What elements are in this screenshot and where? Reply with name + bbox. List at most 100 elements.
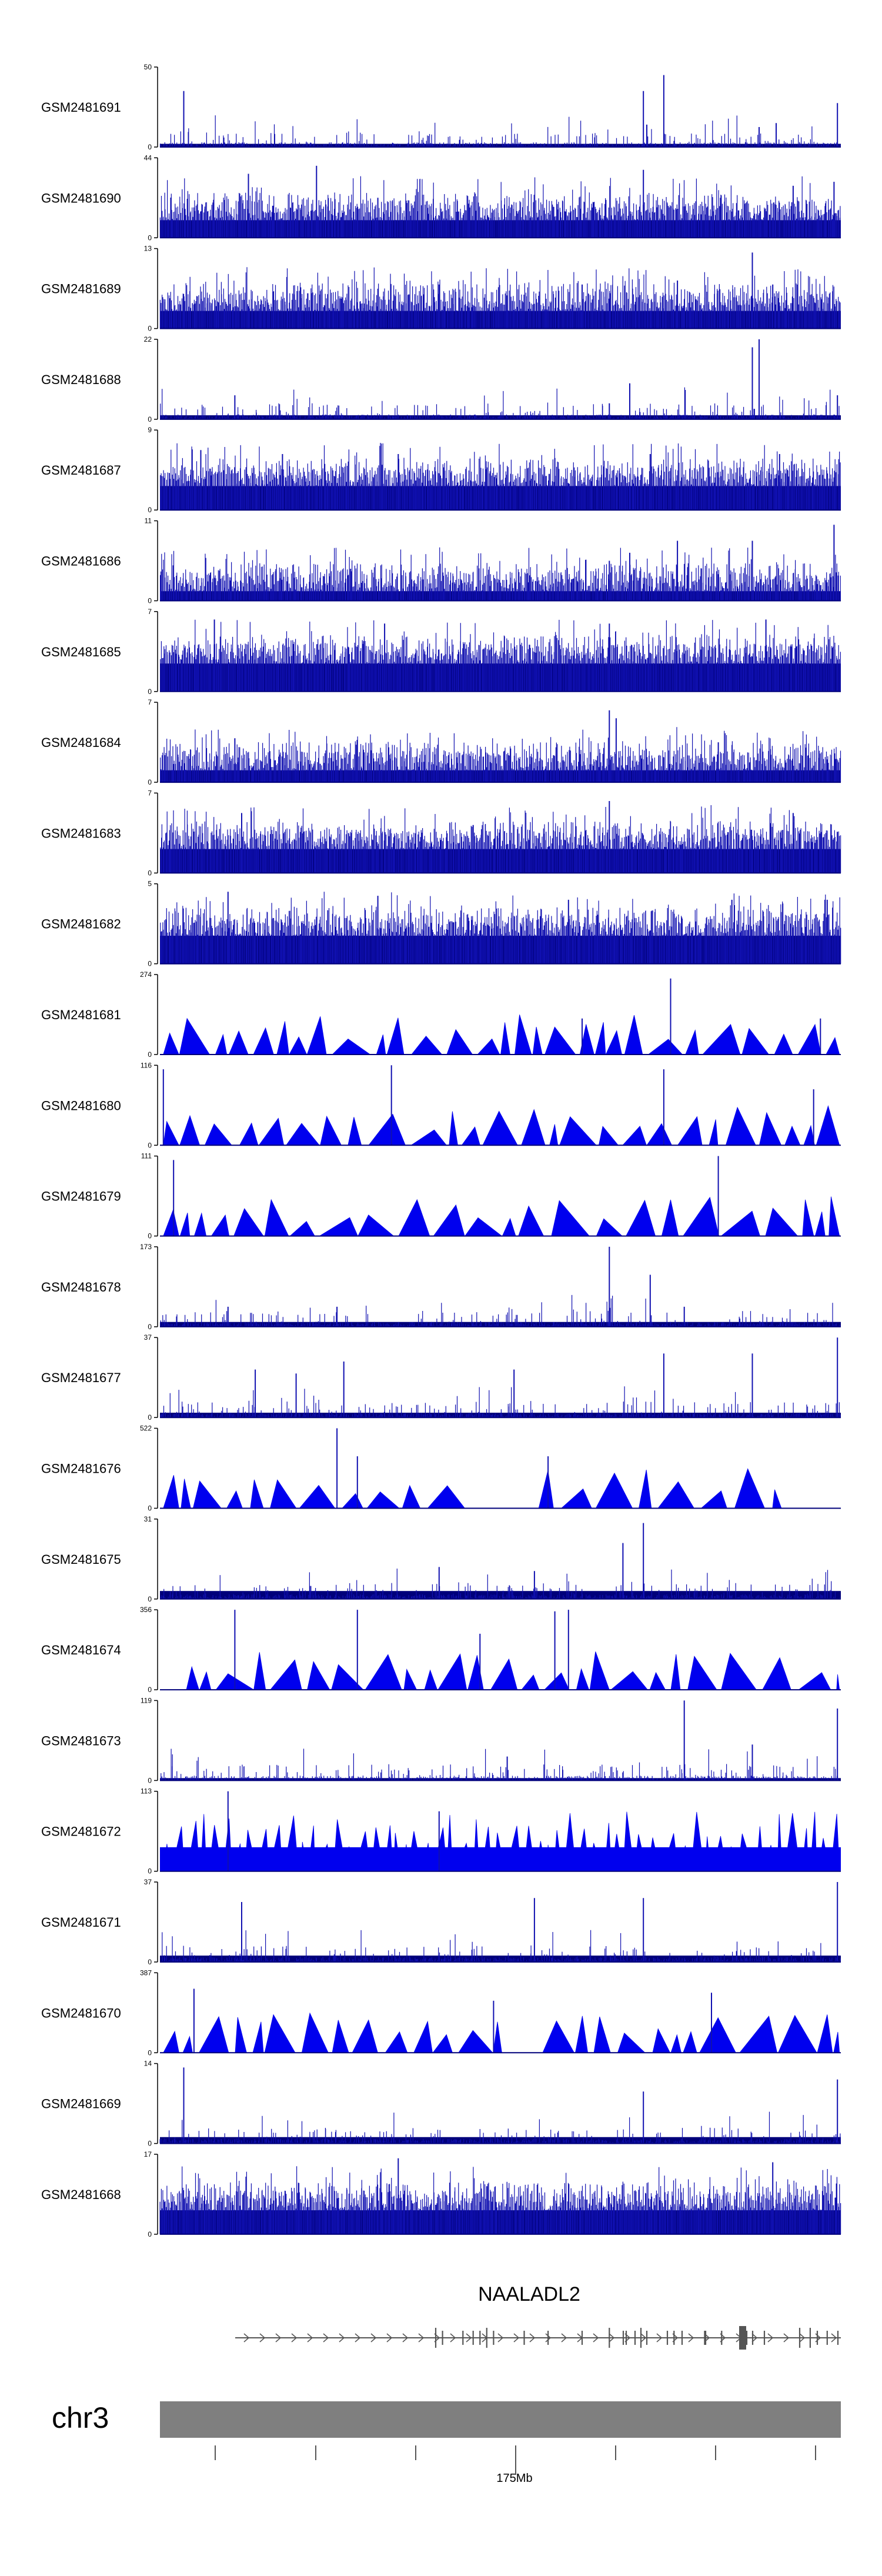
coverage-area xyxy=(163,1811,840,1872)
track-GSM2481681: GSM2481681 274 0 xyxy=(41,970,841,1059)
track-label: GSM2481678 xyxy=(41,1280,121,1294)
track-GSM2481689: GSM2481689 13 0 xyxy=(41,245,841,333)
y-tick-label-max: 14 xyxy=(144,2060,152,2068)
coverage-peaks xyxy=(227,1246,685,1327)
coverage-area xyxy=(163,1105,840,1146)
genome-axis: 175Mb xyxy=(215,2445,816,2485)
track-label: GSM2481689 xyxy=(41,282,121,296)
coverage-peaks xyxy=(248,165,835,238)
track-label: GSM2481690 xyxy=(41,191,121,205)
coverage-peaks xyxy=(183,75,838,147)
coverage-bars xyxy=(160,619,841,692)
coverage-area xyxy=(163,2012,840,2053)
y-tick-label-min: 0 xyxy=(148,1595,152,1603)
track-label: GSM2481691 xyxy=(41,100,121,115)
y-tick-label-min: 0 xyxy=(148,1504,152,1513)
chromosome-bar xyxy=(160,2401,841,2438)
track-GSM2481679: GSM2481679 111 0 xyxy=(41,1152,841,1240)
y-tick-label-min: 0 xyxy=(148,325,152,333)
axis-ticks xyxy=(215,2445,816,2475)
coverage-peaks xyxy=(162,1065,814,1146)
track-label: GSM2481688 xyxy=(41,372,121,387)
track-GSM2481682: GSM2481682 5 0 xyxy=(41,880,841,968)
y-tick-label-max: 37 xyxy=(144,1878,152,1886)
coverage-floor xyxy=(160,1956,841,1962)
track-label: GSM2481668 xyxy=(41,2187,121,2202)
coverage-peaks xyxy=(227,892,828,964)
y-tick-label-min: 0 xyxy=(148,506,152,514)
gene-track: NAALADL2 xyxy=(235,2283,841,2350)
coverage-bars xyxy=(160,443,841,510)
coverage-peaks xyxy=(241,801,794,873)
track-label: GSM2481673 xyxy=(41,1733,121,1748)
track-label: GSM2481677 xyxy=(41,1370,121,1385)
y-tick-label-min: 0 xyxy=(148,2140,152,2148)
y-tick-label-min: 0 xyxy=(148,233,152,242)
track-label: GSM2481685 xyxy=(41,645,121,659)
track-GSM2481668: GSM2481668 17 0 xyxy=(41,2150,841,2238)
y-tick-label-max: 22 xyxy=(144,335,152,343)
coverage-bars xyxy=(159,176,841,238)
tracks-group: GSM2481691500GSM2481690440GSM2481689130G… xyxy=(41,63,841,2238)
axis-position-label: 175Mb xyxy=(496,2472,532,2485)
y-tick-label-min: 0 xyxy=(148,1413,152,1422)
y-tick-label-min: 0 xyxy=(148,1232,152,1240)
track-GSM2481687: GSM2481687 9 0 xyxy=(41,426,841,514)
y-tick-label-max: 5 xyxy=(148,880,152,888)
y-tick-label-max: 13 xyxy=(144,245,152,253)
chromosome-label: chr3 xyxy=(52,2401,109,2434)
coverage-peaks xyxy=(397,2158,774,2234)
coverage-peaks xyxy=(234,1610,569,1690)
coverage-bars xyxy=(160,727,841,783)
y-tick-label-min: 0 xyxy=(148,869,152,877)
track-label: GSM2481687 xyxy=(41,463,121,478)
y-tick-label-max: 7 xyxy=(148,789,152,797)
y-tick-label-min: 0 xyxy=(148,143,152,151)
y-tick-label-min: 0 xyxy=(148,2048,152,2057)
y-tick-label-min: 0 xyxy=(148,1867,152,1876)
track-label: GSM2481681 xyxy=(41,1007,121,1022)
ideogram-track: chr3 xyxy=(52,2401,841,2438)
y-tick-label-max: 37 xyxy=(144,1333,152,1342)
track-GSM2481677: GSM2481677 37 0 xyxy=(41,1333,841,1422)
coverage-area xyxy=(163,1468,782,1509)
y-tick-label-min: 0 xyxy=(148,688,152,696)
coverage-peaks xyxy=(234,710,719,783)
coverage-bars xyxy=(160,387,840,419)
track-label: GSM2481674 xyxy=(41,1643,121,1657)
track-label: GSM2481679 xyxy=(41,1189,121,1204)
y-tick-label-min: 0 xyxy=(148,960,152,968)
track-label: GSM2481676 xyxy=(41,1461,121,1476)
track-label: GSM2481686 xyxy=(41,554,121,569)
y-tick-label-max: 44 xyxy=(144,154,152,162)
y-tick-label-max: 356 xyxy=(140,1606,152,1614)
y-tick-label-min: 0 xyxy=(148,1686,152,1694)
track-GSM2481671: GSM2481671 37 0 xyxy=(41,1878,841,1966)
coverage-bars xyxy=(159,2166,841,2234)
y-tick-label-max: 173 xyxy=(140,1243,152,1251)
track-GSM2481684: GSM2481684 7 0 xyxy=(41,698,841,786)
coverage-peaks xyxy=(255,1337,838,1418)
coverage-bars xyxy=(161,1749,841,1781)
coverage-area xyxy=(163,1015,840,1055)
y-tick-label-max: 7 xyxy=(148,608,152,616)
track-GSM2481675: GSM2481675 31 0 xyxy=(41,1515,841,1603)
y-tick-label-max: 50 xyxy=(144,63,152,71)
track-label: GSM2481669 xyxy=(41,2097,121,2111)
track-GSM2481690: GSM2481690 44 0 xyxy=(41,154,841,242)
y-tick-label-max: 17 xyxy=(144,2150,152,2158)
coverage-bars xyxy=(159,267,841,329)
y-tick-label-max: 387 xyxy=(140,1968,152,1977)
track-GSM2481685: GSM2481685 7 0 xyxy=(41,608,841,696)
track-label: GSM2481684 xyxy=(41,735,121,750)
track-label: GSM2481672 xyxy=(41,1824,121,1839)
track-GSM2481683: GSM2481683 7 0 xyxy=(41,789,841,877)
y-tick-label-max: 119 xyxy=(141,1696,152,1704)
track-label: GSM2481682 xyxy=(41,917,121,932)
y-tick-label-max: 522 xyxy=(140,1424,152,1433)
coverage-bars xyxy=(160,547,841,601)
coverage-area xyxy=(186,1651,840,1690)
gene-label: NAALADL2 xyxy=(478,2283,580,2305)
y-tick-label-max: 7 xyxy=(148,698,152,706)
